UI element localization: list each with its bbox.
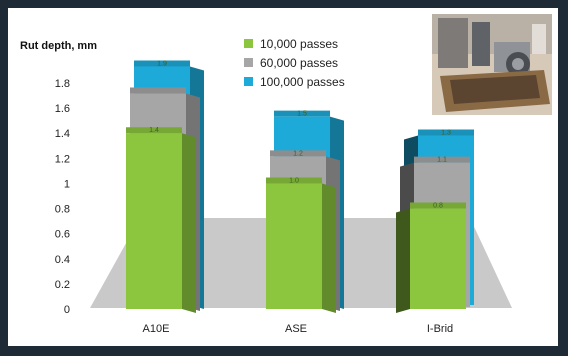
photo-illustration bbox=[432, 14, 552, 115]
chart-frame: 0 0.2 0.4 0.6 0.8 1 1.2 1.4 1.6 1.8 A10E ASE I-Brid … bbox=[8, 8, 558, 346]
data-label: 1.2 bbox=[293, 150, 303, 157]
y-tick-label: 0.2 bbox=[55, 279, 70, 291]
x-tick-label-a10e: A10E bbox=[143, 323, 170, 335]
bar-top-a10e-s0 bbox=[126, 127, 182, 134]
legend-item-100000: 100,000 passes bbox=[244, 72, 345, 91]
y-tick-label: 0.4 bbox=[55, 254, 70, 266]
bar-top-a10e-s1 bbox=[130, 87, 186, 94]
bar-side-ase-s0 bbox=[322, 183, 336, 313]
y-tick-label: 1.2 bbox=[55, 153, 70, 165]
data-label: 1.1 bbox=[437, 157, 447, 164]
y-tick-label: 1.4 bbox=[55, 128, 70, 140]
bar-top-ase-s1 bbox=[270, 150, 326, 157]
bar-top-i-brid-s0 bbox=[410, 202, 466, 209]
y-tick-label: 0.6 bbox=[55, 229, 70, 241]
bar-top-i-brid-s1 bbox=[414, 156, 470, 163]
legend-swatch-10000 bbox=[244, 39, 253, 48]
bar-i-brid-10000 bbox=[410, 208, 466, 309]
legend-swatch-60000 bbox=[244, 58, 253, 67]
bar-top-a10e-s2 bbox=[134, 60, 190, 67]
legend-item-10000: 10,000 passes bbox=[244, 34, 345, 53]
bar-top-ase-s2 bbox=[274, 110, 330, 117]
y-tick-label: 1.6 bbox=[55, 103, 70, 115]
bar-a10e-10000 bbox=[126, 133, 182, 309]
y-tick-label: 0.8 bbox=[55, 204, 70, 216]
y-axis-label: Rut depth, mm bbox=[20, 40, 97, 52]
legend-label-100000: 100,000 passes bbox=[260, 74, 345, 89]
bar-side-a10e-s0 bbox=[182, 133, 196, 313]
bar-side-i-brid-s0 bbox=[396, 208, 410, 313]
bar-top-i-brid-s2 bbox=[418, 129, 474, 136]
legend-label-60000: 60,000 passes bbox=[260, 55, 339, 70]
data-label: 1.9 bbox=[157, 60, 167, 67]
data-label: 1.4 bbox=[149, 127, 159, 134]
legend-label-10000: 10,000 passes bbox=[260, 36, 339, 51]
legend-item-60000: 60,000 passes bbox=[244, 53, 345, 72]
x-tick-label-i-brid: I-Brid bbox=[427, 323, 453, 335]
legend-swatch-100000 bbox=[244, 77, 253, 86]
data-label: 1.0 bbox=[289, 177, 299, 184]
bar-ase-10000 bbox=[266, 183, 322, 309]
y-tick-label: 1.8 bbox=[55, 78, 70, 90]
data-label: 1.3 bbox=[441, 130, 451, 137]
y-tick-label: 1 bbox=[64, 178, 70, 190]
data-label: 1.5 bbox=[297, 111, 307, 118]
x-tick-label-ase: ASE bbox=[285, 323, 307, 335]
bar-top-ase-s0 bbox=[266, 177, 322, 184]
y-tick-label: 0 bbox=[64, 304, 70, 316]
data-label: 0.8 bbox=[433, 203, 443, 210]
legend: 10,000 passes 60,000 passes 100,000 pass… bbox=[244, 34, 345, 91]
road-test-machine-photo bbox=[432, 14, 552, 115]
